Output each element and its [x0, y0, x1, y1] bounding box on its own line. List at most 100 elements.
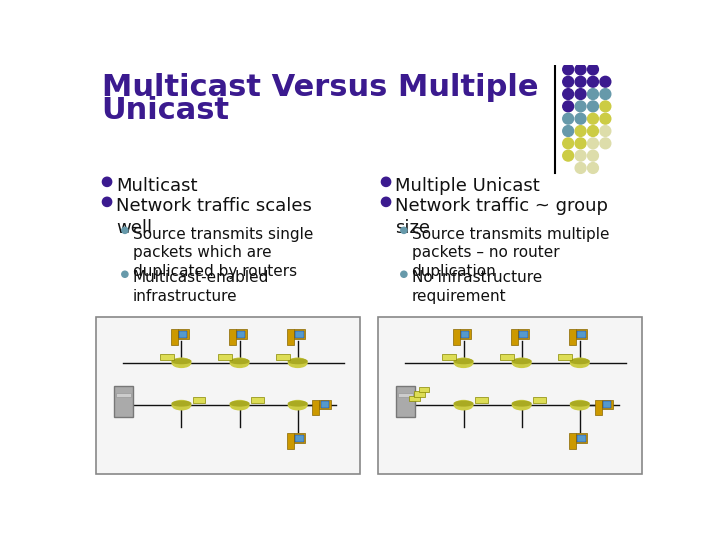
FancyBboxPatch shape: [179, 331, 187, 338]
Ellipse shape: [230, 358, 249, 367]
FancyBboxPatch shape: [577, 331, 585, 338]
Circle shape: [588, 113, 598, 124]
Ellipse shape: [513, 401, 531, 406]
Circle shape: [575, 126, 586, 137]
Circle shape: [575, 150, 586, 161]
Ellipse shape: [289, 359, 307, 363]
FancyBboxPatch shape: [601, 400, 613, 409]
Ellipse shape: [172, 401, 191, 410]
FancyBboxPatch shape: [418, 387, 429, 392]
FancyBboxPatch shape: [500, 354, 514, 361]
Circle shape: [575, 163, 586, 173]
FancyBboxPatch shape: [409, 396, 420, 401]
FancyBboxPatch shape: [294, 329, 305, 339]
FancyBboxPatch shape: [114, 386, 132, 417]
Ellipse shape: [570, 359, 589, 363]
Ellipse shape: [513, 359, 531, 363]
Circle shape: [563, 126, 574, 137]
FancyBboxPatch shape: [453, 329, 459, 345]
Text: Network traffic scales
well: Network traffic scales well: [117, 197, 312, 238]
Circle shape: [563, 64, 574, 75]
Circle shape: [600, 89, 611, 99]
Ellipse shape: [289, 401, 307, 410]
Text: Multicast-enabled
infrastructure: Multicast-enabled infrastructure: [132, 271, 269, 304]
Ellipse shape: [454, 358, 473, 367]
Circle shape: [102, 197, 112, 206]
FancyBboxPatch shape: [312, 400, 320, 415]
Circle shape: [575, 89, 586, 99]
FancyBboxPatch shape: [229, 329, 235, 345]
FancyBboxPatch shape: [519, 331, 528, 338]
Circle shape: [575, 64, 586, 75]
FancyBboxPatch shape: [475, 397, 487, 403]
Circle shape: [575, 138, 586, 148]
FancyBboxPatch shape: [569, 434, 576, 449]
Circle shape: [588, 89, 598, 99]
Circle shape: [382, 197, 391, 206]
FancyBboxPatch shape: [461, 331, 469, 338]
Circle shape: [588, 138, 598, 148]
Ellipse shape: [230, 401, 249, 406]
FancyBboxPatch shape: [534, 397, 546, 403]
Circle shape: [122, 227, 128, 233]
FancyBboxPatch shape: [518, 329, 529, 339]
Text: Multicast: Multicast: [117, 177, 198, 195]
Ellipse shape: [570, 358, 589, 367]
FancyBboxPatch shape: [171, 329, 178, 345]
FancyBboxPatch shape: [569, 329, 576, 345]
FancyBboxPatch shape: [459, 329, 471, 339]
FancyBboxPatch shape: [442, 354, 456, 361]
FancyBboxPatch shape: [237, 331, 246, 338]
Ellipse shape: [570, 401, 589, 406]
Circle shape: [600, 101, 611, 112]
Ellipse shape: [289, 401, 307, 406]
Ellipse shape: [513, 401, 531, 410]
FancyBboxPatch shape: [396, 386, 415, 417]
Circle shape: [563, 150, 574, 161]
Text: Unicast: Unicast: [102, 96, 230, 125]
Circle shape: [575, 101, 586, 112]
FancyBboxPatch shape: [218, 354, 232, 361]
Ellipse shape: [230, 401, 249, 410]
FancyBboxPatch shape: [178, 329, 189, 339]
Circle shape: [122, 271, 128, 278]
FancyBboxPatch shape: [287, 434, 294, 449]
FancyBboxPatch shape: [320, 400, 330, 409]
Circle shape: [563, 138, 574, 148]
Ellipse shape: [513, 358, 531, 367]
FancyBboxPatch shape: [378, 316, 642, 475]
FancyBboxPatch shape: [116, 393, 131, 397]
Ellipse shape: [172, 359, 191, 363]
Ellipse shape: [454, 401, 473, 406]
Circle shape: [563, 113, 574, 124]
Circle shape: [588, 163, 598, 173]
FancyBboxPatch shape: [235, 329, 247, 339]
Text: Source transmits multiple
packets – no router
duplication: Source transmits multiple packets – no r…: [412, 226, 609, 279]
Ellipse shape: [289, 358, 307, 367]
FancyBboxPatch shape: [295, 331, 304, 338]
FancyBboxPatch shape: [510, 329, 518, 345]
Circle shape: [401, 271, 407, 278]
FancyBboxPatch shape: [193, 397, 205, 403]
FancyBboxPatch shape: [287, 329, 294, 345]
Circle shape: [588, 126, 598, 137]
FancyBboxPatch shape: [414, 392, 425, 397]
FancyBboxPatch shape: [576, 434, 587, 443]
Circle shape: [588, 150, 598, 161]
Circle shape: [382, 177, 391, 186]
FancyBboxPatch shape: [96, 316, 360, 475]
Ellipse shape: [454, 401, 473, 410]
FancyBboxPatch shape: [603, 401, 611, 408]
FancyBboxPatch shape: [577, 435, 585, 442]
Text: Multicast Versus Multiple: Multicast Versus Multiple: [102, 72, 538, 102]
FancyBboxPatch shape: [276, 354, 290, 361]
Circle shape: [563, 89, 574, 99]
Circle shape: [575, 76, 586, 87]
FancyBboxPatch shape: [251, 397, 264, 403]
Circle shape: [600, 126, 611, 137]
FancyBboxPatch shape: [321, 401, 329, 408]
Ellipse shape: [172, 401, 191, 406]
Circle shape: [600, 138, 611, 148]
FancyBboxPatch shape: [295, 435, 304, 442]
FancyBboxPatch shape: [558, 354, 572, 361]
